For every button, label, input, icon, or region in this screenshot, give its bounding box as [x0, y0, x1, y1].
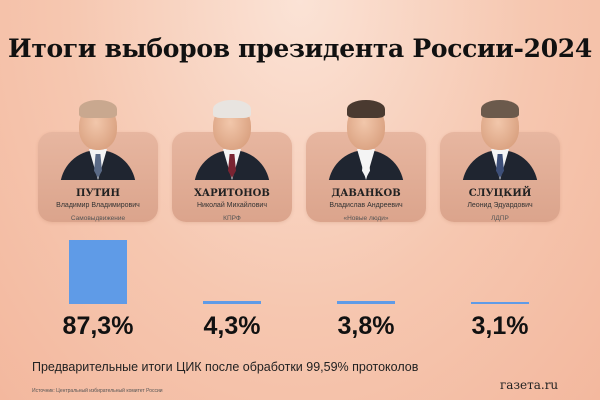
party-label-putin: Самовыдвижение — [70, 215, 126, 222]
bar-davankov — [337, 301, 395, 304]
value-label-davankov: 3,8% — [337, 312, 395, 340]
candidate-fullname: Владимир Владимирович — [56, 202, 140, 209]
bar-kharitonov — [203, 300, 261, 304]
candidate-name: ПУТИН — [76, 188, 120, 199]
bar-putin — [69, 240, 127, 304]
candidate-card-kharitonov: ХАРИТОНОВ Николай Михайлович — [172, 92, 292, 222]
portrait-davankov — [328, 92, 404, 180]
candidate-fullname: Владислав Андреевич — [329, 202, 403, 209]
value-label-kharitonov: 4,3% — [203, 312, 261, 340]
candidate-card-davankov: ДАВАНКОВ Владислав Андреевич — [306, 92, 426, 222]
bar-slutsky — [471, 301, 529, 304]
value-label-putin: 87,3% — [62, 312, 134, 340]
candidate-name: ДАВАНКОВ — [331, 188, 401, 199]
party-label-davankov: «Новые люди» — [343, 215, 389, 222]
source-line: Источник: Центральный избирательный коми… — [32, 388, 163, 394]
chart-title: Итоги выборов президента России-2024 — [8, 34, 592, 63]
value-label-slutsky: 3,1% — [471, 312, 529, 340]
candidate-card-putin: ПУТИН Владимир Владимирович — [38, 92, 158, 222]
portrait-kharitonov — [194, 92, 270, 180]
footnote: Предварительные итоги ЦИК после обработк… — [32, 360, 419, 374]
gazeta-logo: газета.ru — [500, 378, 559, 392]
portrait-slutsky — [462, 92, 538, 180]
party-label-slutsky: ЛДПР — [491, 215, 509, 222]
party-label-kharitonov: КПРФ — [223, 215, 241, 222]
candidate-card-slutsky: СЛУЦКИЙ Леонид Эдуардович — [440, 92, 560, 222]
candidate-name: ХАРИТОНОВ — [194, 188, 270, 199]
candidate-fullname: Николай Михайлович — [197, 202, 267, 209]
candidate-name: СЛУЦКИЙ — [468, 188, 532, 199]
portrait-putin — [60, 92, 136, 180]
candidate-fullname: Леонид Эдуардович — [467, 202, 533, 209]
